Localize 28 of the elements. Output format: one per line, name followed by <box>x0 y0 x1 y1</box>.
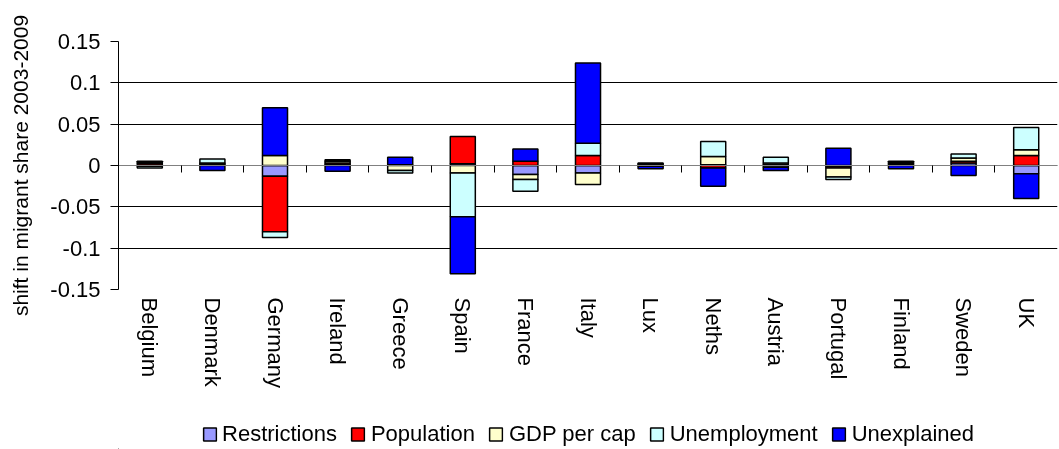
x-tick-label: Portugal <box>825 297 851 380</box>
legend-label: Unemployment <box>669 421 818 447</box>
y-tick-label: -0.1 <box>62 235 101 261</box>
x-tick-label: Austria <box>763 297 789 367</box>
legend-label: Unexplained <box>851 421 974 447</box>
y-tick-label: -0.05 <box>50 194 101 220</box>
x-tick-label: Denmark <box>199 297 225 388</box>
x-tick-label: UK <box>1013 297 1039 329</box>
legend-label: Restrictions <box>222 421 337 447</box>
x-tick-label: Lux <box>638 297 664 333</box>
x-tick-label: Spain <box>450 297 476 354</box>
y-tick-label: -0.15 <box>50 277 101 302</box>
legend-label: GDP per cap <box>508 421 636 447</box>
x-tick-label: Ireland <box>325 297 351 365</box>
x-tick-label: Finland <box>888 297 914 370</box>
y-tick-label: 0.1 <box>69 70 101 96</box>
x-tick-label: Germany <box>262 297 288 388</box>
x-tick-label: Sweden <box>951 297 977 378</box>
y-tick-label: 0.15 <box>57 29 101 54</box>
x-tick-label: Greece <box>387 297 413 370</box>
x-tick-label: Italy <box>575 297 601 338</box>
x-tick-label: Neths <box>700 297 726 355</box>
legend-label: Population <box>370 421 475 447</box>
y-axis-title: shift in migrant share 2003-2009 <box>9 14 33 317</box>
y-tick-label: 0 <box>88 153 101 178</box>
y-tick-label: 0.05 <box>57 111 101 137</box>
x-tick-label: France <box>512 297 538 366</box>
x-tick-label: Belgium <box>137 297 163 377</box>
